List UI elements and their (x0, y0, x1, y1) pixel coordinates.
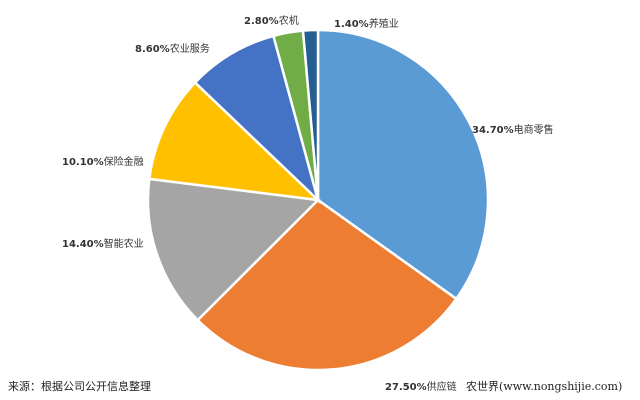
slice-label-ecommerce: 34.70%电商零售 (472, 125, 554, 136)
pie-slice-2 (146, 177, 321, 322)
slice-label-smart-agri: 14.40%智能农业 (62, 239, 144, 250)
pie-slice-3 (147, 80, 322, 202)
pie-slice-6 (301, 28, 320, 201)
slice-label-machinery: 2.80%农机 (244, 16, 299, 27)
source-note: 来源：根据公司公开信息整理 (8, 380, 151, 393)
pie-slice-1 (195, 198, 459, 372)
slice-label-supply-chain: 27.50%供应链 (385, 382, 457, 393)
pie-slice-4 (193, 34, 321, 205)
pie-slice-0 (316, 28, 490, 301)
slice-label-agri-service: 8.60%农业服务 (135, 44, 210, 55)
watermark: 农世界(www.nongshijie.com) (466, 380, 623, 393)
slice-label-insurance: 10.10%保险金融 (62, 157, 144, 168)
slice-label-livestock: 1.40%养殖业 (334, 19, 399, 30)
